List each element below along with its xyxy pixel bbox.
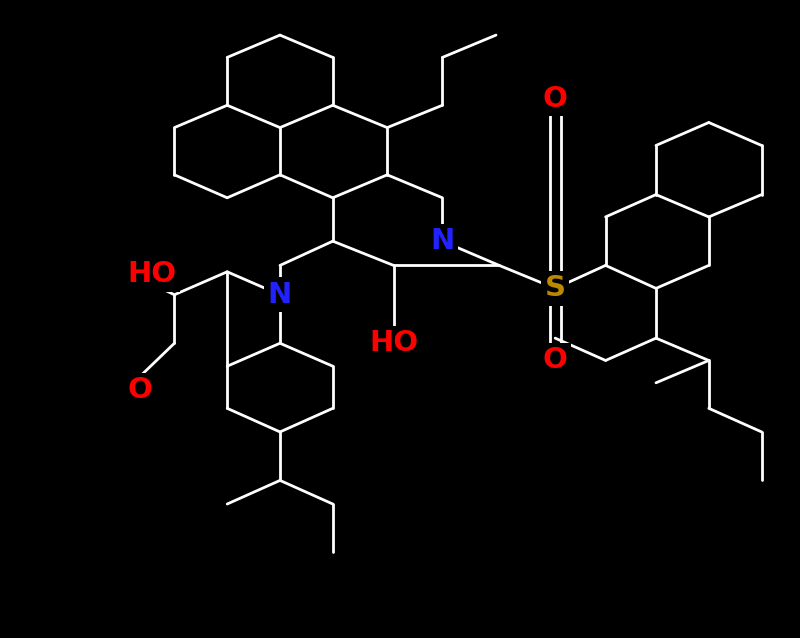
Text: N: N (268, 281, 292, 309)
Text: N: N (430, 227, 454, 255)
Text: O: O (542, 346, 568, 375)
Text: O: O (127, 376, 153, 404)
Text: O: O (542, 85, 568, 113)
Text: HO: HO (127, 260, 177, 288)
Text: S: S (545, 274, 566, 302)
Text: HO: HO (369, 329, 418, 357)
